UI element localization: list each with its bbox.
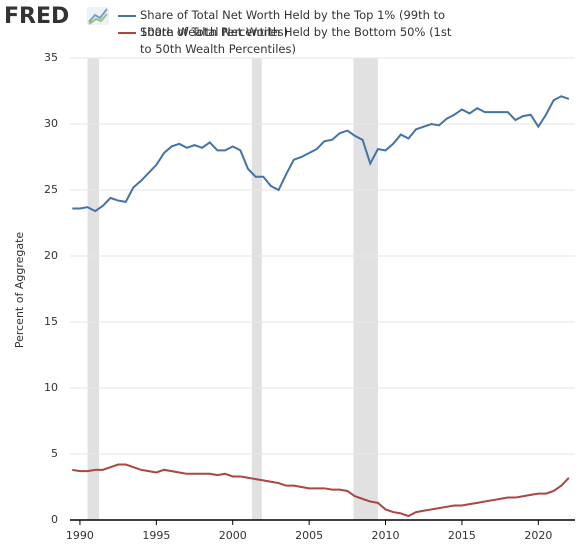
logo: FRED	[4, 4, 69, 29]
logo-icon-line	[88, 8, 108, 23]
series-line	[72, 463, 570, 518]
x-tick-label: 2005	[295, 529, 323, 542]
y-tick-label: 10	[44, 381, 58, 394]
shaded-period	[353, 58, 378, 520]
y-tick-label: 15	[44, 315, 58, 328]
logo-icon	[87, 7, 109, 25]
y-tick-label: 20	[44, 249, 58, 262]
plot: 0 5 10 15 20 25 30 35 1990 1995 2000 2005 2010 2015 20…	[44, 51, 575, 542]
series-line	[72, 95, 570, 213]
y-tick-label: 35	[44, 51, 58, 64]
y-tick-label: 5	[51, 447, 58, 460]
legend-entry: Share of Total Net Worth Held by the Bot…	[140, 25, 452, 56]
y-tick-label: 25	[44, 183, 58, 196]
y-tick-label: 0	[51, 513, 58, 526]
y-axis-label: Percent of Aggregate	[13, 232, 26, 349]
x-tick-label: 2015	[448, 529, 476, 542]
x-tick-label: 2010	[372, 529, 400, 542]
y-tick-label: 30	[44, 117, 58, 130]
x-tick-label: 1990	[66, 529, 94, 542]
legend-entry: Share of Total Net Worth Held by the Top…	[140, 8, 446, 39]
x-tick-label: 1995	[142, 529, 170, 542]
x-tick-label: 2000	[219, 529, 247, 542]
shaded-period	[87, 58, 100, 520]
logo-icon-line	[88, 13, 108, 25]
legend-swatch	[118, 15, 136, 17]
legend-swatch	[118, 32, 136, 34]
shaded-period	[251, 58, 262, 520]
x-tick-label: 2020	[524, 529, 552, 542]
